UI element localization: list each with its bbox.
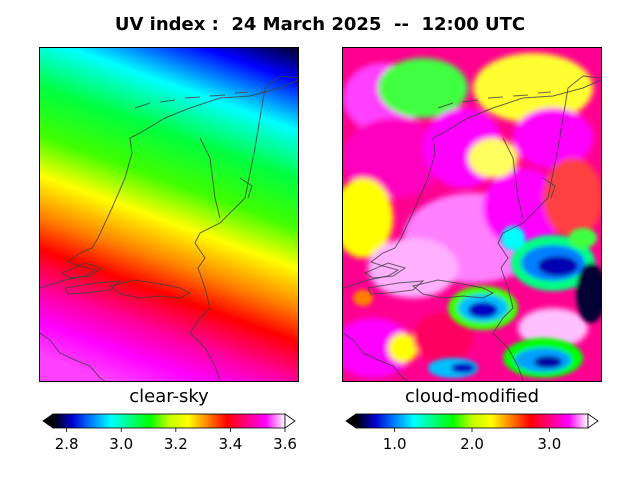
colorbar-gradient [355, 413, 589, 429]
cloud-modified-field [343, 48, 601, 381]
colorbar-gradient [52, 413, 286, 429]
colorbar-min-extension [42, 413, 54, 429]
coastline-segment [343, 332, 409, 381]
coastline-segment [40, 332, 106, 381]
colorbar-tick-label: 2.8 [55, 435, 79, 453]
colorbar-max-extension [284, 413, 296, 429]
coastline-segment [367, 280, 425, 295]
coastline-segment [502, 137, 524, 219]
coastline-right [343, 75, 601, 381]
coastline-segment [134, 91, 249, 109]
coastline-segment [411, 279, 495, 299]
coastline-segment [343, 79, 601, 289]
colorbar-tick-label: 3.4 [218, 435, 242, 453]
colorbar-tick-label: 3.0 [537, 435, 561, 453]
cloud-modified-colorbar: 1.0 2.0 3.0 [345, 413, 599, 453]
coastline-left [40, 75, 298, 381]
colorbar-tick-label: 3.6 [273, 435, 297, 453]
figure-title: UV index : 24 March 2025 -- 12:00 UTC [114, 14, 526, 35]
cloud-modified-map [342, 47, 602, 382]
cloud-modified-label: cloud-modified [404, 386, 540, 407]
coastline-segment [40, 79, 298, 289]
coastline-segment [542, 177, 556, 199]
colorbar-min-extension [345, 413, 357, 429]
coastline-segment [239, 177, 253, 199]
colorbar-tick-label: 1.0 [383, 435, 407, 453]
colorbar-tick-label: 3.2 [164, 435, 188, 453]
colorbar-tick-label: 2.0 [460, 435, 484, 453]
colorbar-tick-label: 3.0 [109, 435, 133, 453]
coastline-segment [492, 75, 601, 381]
clear-sky-field [40, 48, 298, 381]
coastline-segment [108, 279, 192, 299]
coastline-segment [189, 75, 298, 381]
coastline-segment [437, 91, 552, 109]
coastline-segment [363, 262, 407, 279]
clear-sky-label: clear-sky [129, 386, 209, 407]
coastline-segment [199, 137, 221, 219]
clear-sky-colorbar: 2.8 3.0 3.2 3.4 3.6 [42, 413, 297, 453]
coastline-segment [60, 262, 104, 279]
clear-sky-map [39, 47, 299, 382]
coastline-segment [64, 280, 122, 295]
colorbar-max-extension [587, 413, 599, 429]
